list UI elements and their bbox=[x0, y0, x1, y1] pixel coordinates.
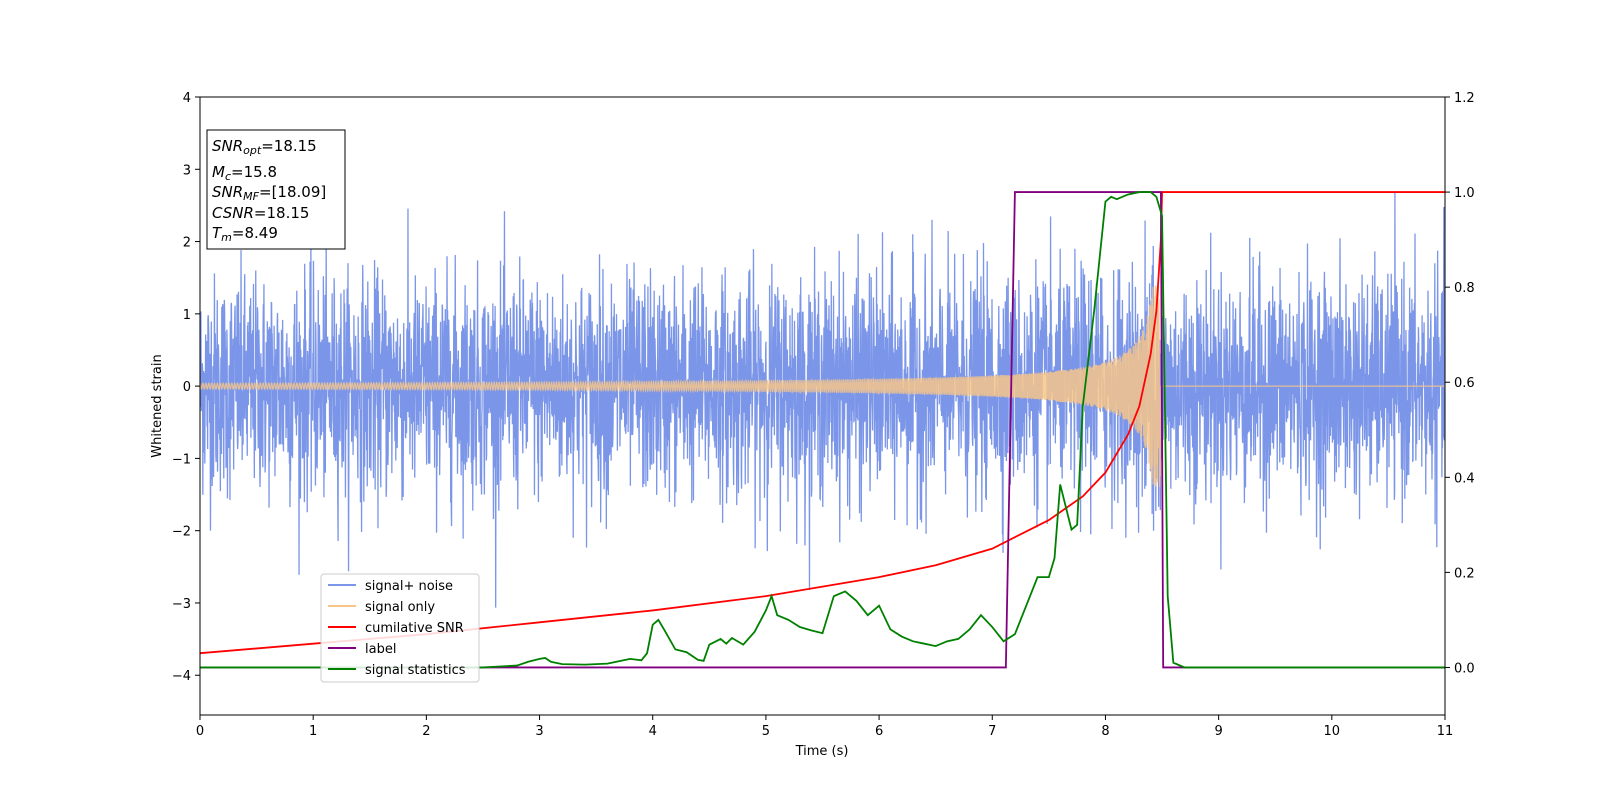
y-right-tick-label: 1.2 bbox=[1454, 91, 1475, 106]
info-mc: Mc=15.8 bbox=[212, 163, 277, 183]
x-tick-label: 1 bbox=[309, 724, 317, 739]
legend-label-signal-only: signal only bbox=[365, 600, 435, 615]
y-left-tick-label: −1 bbox=[172, 452, 191, 467]
series-layer bbox=[200, 191, 1445, 669]
y-right-tick-label: 0.2 bbox=[1454, 566, 1475, 581]
info-snr-mf: SNRMF=[18.09] bbox=[212, 183, 326, 203]
info-snr-opt: SNRopt=18.15 bbox=[212, 137, 317, 157]
y-left-tick-label: 2 bbox=[183, 236, 191, 251]
y-right-tick-label: 0.4 bbox=[1454, 471, 1475, 486]
y-left-tick-label: −3 bbox=[172, 597, 191, 612]
y-left-tick-label: 1 bbox=[183, 308, 191, 323]
x-tick-label: 11 bbox=[1437, 724, 1454, 739]
legend-label-label: label bbox=[365, 642, 396, 657]
x-tick-label: 7 bbox=[988, 724, 996, 739]
x-tick-label: 0 bbox=[196, 724, 204, 739]
legend: signal+ noise signal only cumilative SNR… bbox=[320, 573, 480, 683]
series-signal-statistics bbox=[200, 191, 1445, 669]
x-tick-label: 3 bbox=[535, 724, 543, 739]
y-right-tick-label: 0.0 bbox=[1454, 661, 1475, 676]
x-tick-label: 8 bbox=[1101, 724, 1109, 739]
x-tick-label: 10 bbox=[1324, 724, 1341, 739]
info-tm: Tm=8.49 bbox=[212, 224, 278, 244]
x-tick-label: 6 bbox=[875, 724, 883, 739]
plot-frame bbox=[199, 96, 1446, 716]
series-signal-only bbox=[200, 285, 1445, 487]
y-right-tick-label: 1.0 bbox=[1454, 186, 1475, 201]
series-cumulative-snr bbox=[200, 191, 1445, 655]
info-box: SNRopt=18.15 Mc=15.8 SNRMF=[18.09] CSNR=… bbox=[206, 129, 346, 250]
y-left-tick-label: 4 bbox=[183, 91, 191, 106]
x-tick-label: 9 bbox=[1214, 724, 1222, 739]
x-axis-label: Time (s) bbox=[795, 744, 849, 759]
y-left-tick-label: −4 bbox=[172, 669, 191, 684]
y-right-tick-label: 0.8 bbox=[1454, 281, 1475, 296]
info-csnr: CSNR=18.15 bbox=[212, 204, 309, 222]
legend-label-cumulative-snr: cumilative SNR bbox=[365, 621, 464, 636]
x-tick-label: 2 bbox=[422, 724, 430, 739]
y-left-tick-label: 3 bbox=[183, 163, 191, 178]
y-left-tick-label: 0 bbox=[183, 380, 191, 395]
legend-label-signal-statistics: signal statistics bbox=[365, 663, 466, 678]
legend-label-signal-noise: signal+ noise bbox=[365, 579, 453, 594]
y-right-tick-label: 0.6 bbox=[1454, 376, 1475, 391]
ticks-layer: 0 1 2 3 4 5 6 7 8 9 10 1143210−1−2−3−41.21.00.80.60… bbox=[172, 91, 1475, 739]
series-signal-noise bbox=[200, 192, 1445, 608]
y-axis-label: Whitened strain bbox=[150, 354, 165, 457]
x-tick-label: 5 bbox=[762, 724, 770, 739]
y-left-tick-label: −2 bbox=[172, 525, 191, 540]
x-tick-label: 4 bbox=[649, 724, 657, 739]
